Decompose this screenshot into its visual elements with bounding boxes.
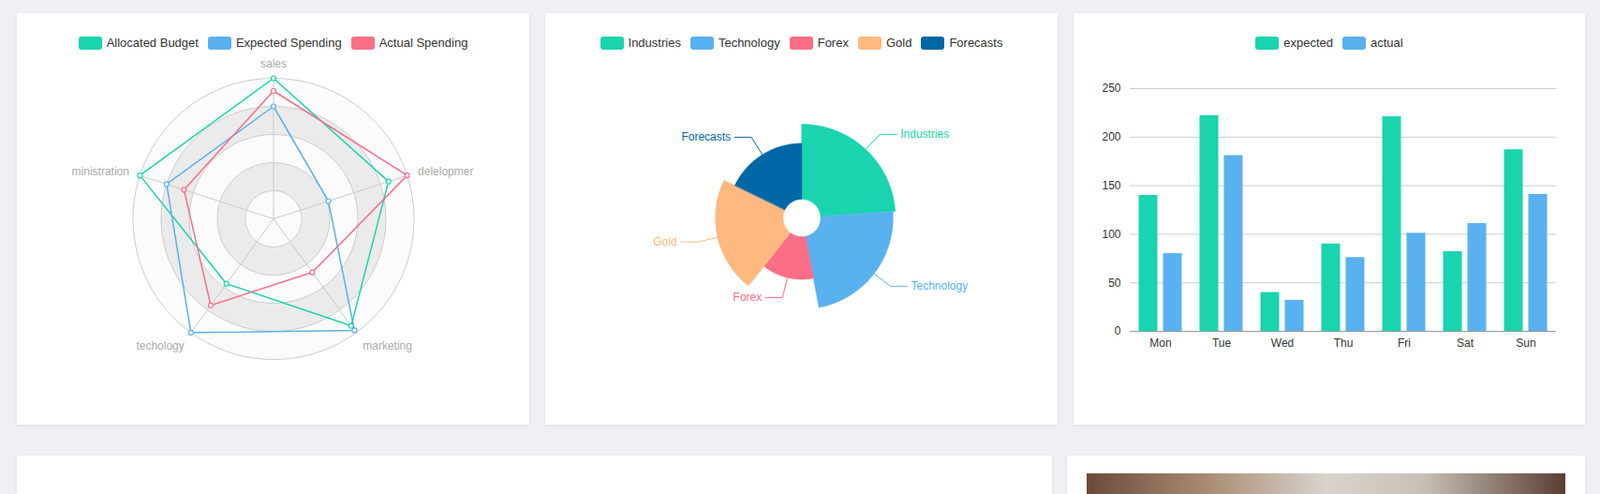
svg-text:Thu: Thu bbox=[1333, 336, 1354, 350]
svg-text:Mon: Mon bbox=[1149, 336, 1171, 350]
svg-text:Industries: Industries bbox=[900, 127, 949, 141]
svg-text:200: 200 bbox=[1101, 130, 1121, 144]
svg-text:delelopmer: delelopmer bbox=[417, 164, 474, 178]
html-text:Expected Spending: Expected Spending bbox=[235, 35, 342, 50]
html-text:expected: expected bbox=[1283, 35, 1334, 50]
svg-text:Sat: Sat bbox=[1456, 336, 1475, 350]
svg-text:sales: sales bbox=[260, 57, 287, 71]
svg-text:ministration: ministration bbox=[72, 164, 130, 178]
svg-text:techology: techology bbox=[135, 339, 184, 353]
svg-text:0: 0 bbox=[1114, 324, 1122, 338]
svg-text:Forecasts: Forecasts bbox=[681, 130, 731, 144]
html-text:Allocated Budget: Allocated Budget bbox=[106, 35, 199, 50]
html-text:Industries: Industries bbox=[628, 35, 681, 50]
svg-text:Forex: Forex bbox=[733, 290, 763, 304]
html-text:Actual Spending: Actual Spending bbox=[379, 35, 468, 50]
svg-text:Fri: Fri bbox=[1397, 336, 1411, 350]
svg-text:100: 100 bbox=[1101, 227, 1121, 241]
html-text:Forecasts: Forecasts bbox=[949, 35, 1003, 50]
svg-text:marketing: marketing bbox=[362, 339, 413, 353]
html-text:Gold: Gold bbox=[886, 35, 912, 50]
svg-text:Wed: Wed bbox=[1271, 336, 1294, 350]
svg-text:Gold: Gold bbox=[652, 235, 677, 249]
svg-text:250: 250 bbox=[1101, 81, 1121, 95]
svg-text:150: 150 bbox=[1101, 178, 1121, 193]
svg-text:50: 50 bbox=[1108, 276, 1122, 290]
html-text:Technology: Technology bbox=[718, 35, 781, 50]
html-text:Forex: Forex bbox=[817, 35, 849, 50]
svg-text:Sun: Sun bbox=[1515, 336, 1536, 350]
svg-text:Tue: Tue bbox=[1212, 336, 1232, 350]
svg-text:Technology: Technology bbox=[911, 279, 969, 293]
html-text:actual: actual bbox=[1370, 35, 1403, 50]
